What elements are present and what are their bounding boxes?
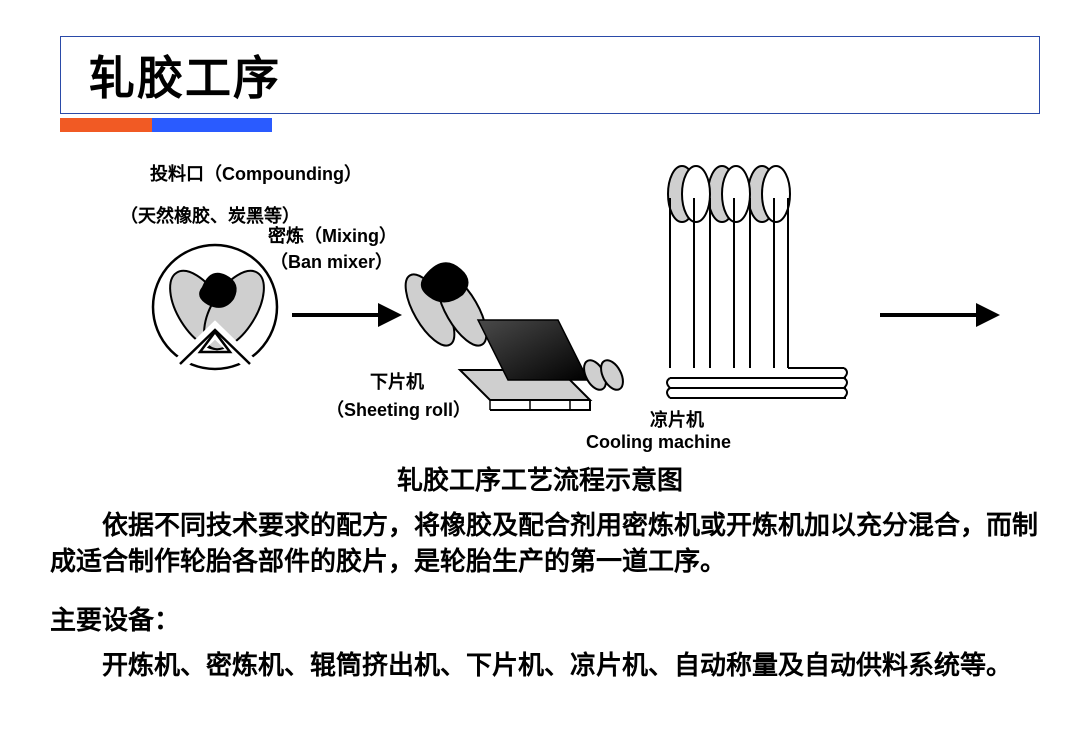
process-flow-diagram: 投料口（Compounding） （天然橡胶、炭黑等） 密炼（Mixing） （… xyxy=(30,150,1050,470)
paragraph-intro: 依据不同技术要求的配方，将橡胶及配合剂用密炼机或开炼机加以充分混合，而制成适合制… xyxy=(50,508,1040,580)
stripe-blue xyxy=(152,118,272,132)
arrow-1-icon xyxy=(292,300,402,330)
title-box: 轧胶工序 xyxy=(60,36,1040,114)
sheeting-roll-icon xyxy=(390,250,630,430)
stripe-orange xyxy=(60,118,152,132)
label-feed-cn: 投料口（Compounding） xyxy=(150,160,362,186)
accent-stripe xyxy=(60,118,272,132)
banbury-mixer-icon xyxy=(140,232,290,382)
cooling-machine-icon xyxy=(630,164,850,444)
paragraph-equipment: 开炼机、密炼机、辊筒挤出机、下片机、凉片机、自动称量及自动供料系统等。 xyxy=(50,648,1040,684)
diagram-caption: 轧胶工序工艺流程示意图 xyxy=(0,460,1080,497)
equipment-heading: 主要设备： xyxy=(50,600,180,637)
arrow-2-icon xyxy=(880,300,1000,330)
page-title: 轧胶工序 xyxy=(89,42,281,108)
